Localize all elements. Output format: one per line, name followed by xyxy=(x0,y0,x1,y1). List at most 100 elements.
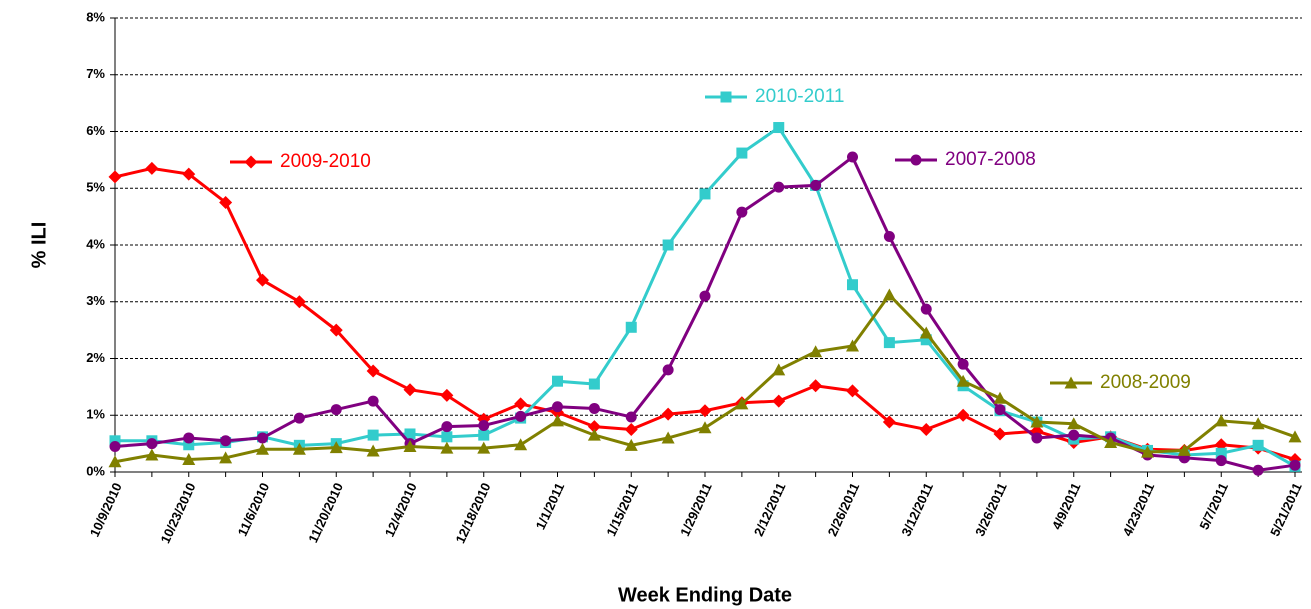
marker xyxy=(588,378,600,390)
x-tick-label: 12/4/2010 xyxy=(382,480,420,539)
marker xyxy=(847,279,858,291)
marker xyxy=(1215,455,1227,467)
marker xyxy=(366,364,380,378)
marker xyxy=(698,421,712,434)
marker xyxy=(772,394,786,408)
marker xyxy=(478,419,490,431)
x-tick-label: 2/12/2011 xyxy=(751,480,789,538)
marker xyxy=(1289,459,1301,471)
marker xyxy=(624,422,638,436)
marker xyxy=(993,427,1007,441)
marker xyxy=(773,122,785,134)
marker xyxy=(662,239,674,251)
marker xyxy=(956,408,970,422)
marker xyxy=(882,288,896,301)
marker xyxy=(1141,445,1154,458)
marker xyxy=(1104,435,1118,448)
marker xyxy=(736,147,748,159)
x-tick-label: 2/26/2011 xyxy=(825,480,863,538)
marker xyxy=(219,451,233,464)
y-tick-label: 8% xyxy=(86,9,105,24)
marker xyxy=(809,345,823,358)
marker xyxy=(810,179,822,191)
marker xyxy=(919,422,933,436)
marker xyxy=(552,375,563,387)
marker xyxy=(994,404,1006,416)
y-tick-label: 1% xyxy=(86,407,105,422)
marker xyxy=(699,290,711,302)
marker xyxy=(1252,464,1264,476)
marker xyxy=(183,439,195,451)
marker xyxy=(182,453,196,466)
x-axis-title: Week Ending Date xyxy=(618,584,792,606)
x-tick-label: 1/29/2011 xyxy=(677,480,715,538)
legend-label: 2007-2008 xyxy=(945,149,1036,170)
x-tick-label: 4/9/2011 xyxy=(1049,480,1084,532)
marker xyxy=(367,429,379,441)
marker xyxy=(329,323,343,337)
marker xyxy=(330,404,342,416)
marker xyxy=(736,206,748,218)
legend-label: 2009-2010 xyxy=(280,151,371,172)
marker xyxy=(956,374,970,387)
marker xyxy=(108,170,122,184)
x-tick-label: 5/7/2011 xyxy=(1196,480,1231,532)
marker xyxy=(587,420,601,434)
marker xyxy=(847,151,858,163)
y-tick-label: 4% xyxy=(86,236,105,251)
marker xyxy=(699,188,711,200)
marker xyxy=(244,155,258,169)
y-tick-label: 3% xyxy=(86,293,105,308)
x-tick-label: 10/9/2010 xyxy=(87,480,125,539)
marker xyxy=(329,441,343,454)
legend-label: 2008-2009 xyxy=(1100,372,1191,393)
x-tick-label: 1/15/2011 xyxy=(603,480,641,538)
marker xyxy=(1215,447,1227,459)
marker xyxy=(809,379,823,393)
marker xyxy=(256,442,269,455)
marker xyxy=(551,414,564,427)
marker xyxy=(109,440,121,452)
marker xyxy=(441,431,453,443)
marker xyxy=(219,195,233,209)
x-tick-label: 3/26/2011 xyxy=(972,480,1010,538)
y-tick-label: 0% xyxy=(86,463,105,478)
marker xyxy=(514,397,528,411)
marker xyxy=(109,435,121,447)
marker xyxy=(367,395,379,407)
marker xyxy=(440,388,454,402)
marker xyxy=(146,438,158,450)
marker xyxy=(256,273,269,287)
marker xyxy=(698,404,712,418)
marker xyxy=(1064,376,1078,389)
marker xyxy=(145,448,159,461)
marker xyxy=(403,383,417,397)
marker xyxy=(220,435,232,447)
x-tick-label: 4/23/2011 xyxy=(1120,480,1158,538)
marker xyxy=(920,334,932,346)
marker xyxy=(588,402,600,414)
marker xyxy=(257,432,268,444)
marker xyxy=(661,431,675,444)
marker xyxy=(552,401,563,413)
marker xyxy=(624,438,638,451)
marker xyxy=(1177,443,1191,456)
marker xyxy=(1031,432,1043,444)
marker xyxy=(735,397,749,410)
marker xyxy=(514,438,528,451)
marker xyxy=(366,444,380,457)
marker xyxy=(403,439,417,452)
marker xyxy=(440,441,454,454)
y-tick-label: 2% xyxy=(86,350,105,365)
marker xyxy=(883,230,895,242)
y-tick-label: 6% xyxy=(86,123,105,138)
marker xyxy=(587,428,601,441)
marker xyxy=(883,337,895,349)
x-tick-label: 11/20/2010 xyxy=(305,480,346,545)
marker xyxy=(477,441,491,454)
x-tick-label: 10/23/2010 xyxy=(157,480,198,545)
marker xyxy=(772,363,786,376)
marker xyxy=(145,161,159,175)
marker xyxy=(1288,430,1302,443)
